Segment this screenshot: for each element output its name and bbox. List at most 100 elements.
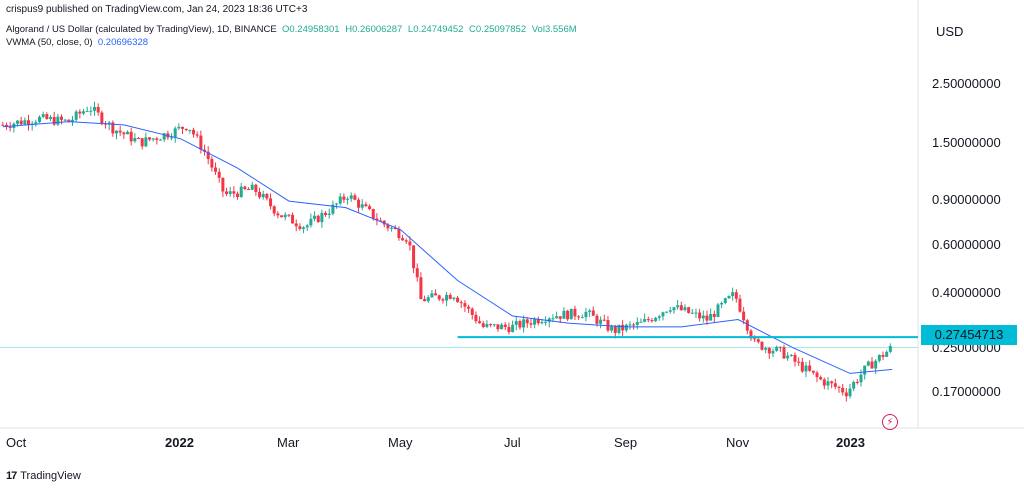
candle-body <box>672 307 676 311</box>
candle-body <box>441 299 445 301</box>
candle-body <box>885 351 889 357</box>
candle-body <box>181 126 185 129</box>
candle-body <box>492 324 496 326</box>
candle-body <box>236 193 240 198</box>
candle-body <box>866 361 870 366</box>
candle-body <box>657 316 661 318</box>
candle-body <box>375 218 379 221</box>
candle-body <box>797 361 801 363</box>
candle-body <box>38 116 42 123</box>
candle-body <box>192 129 196 135</box>
candle-body <box>291 214 295 224</box>
candle-body <box>63 119 67 121</box>
candle-body <box>617 324 621 333</box>
candle-body <box>852 381 856 389</box>
candle-body <box>100 112 104 124</box>
candle-body <box>360 204 364 208</box>
currency-label: USD <box>936 24 964 39</box>
candle-body <box>67 119 71 123</box>
candle-body <box>423 299 427 302</box>
candle-body <box>837 386 841 388</box>
candle-body <box>599 319 603 324</box>
volume-value: Vol3.556M <box>531 24 577 35</box>
candle-body <box>481 323 485 327</box>
candle-body <box>815 372 819 378</box>
candle-body <box>225 191 229 194</box>
candle-body <box>368 206 372 209</box>
candle-body <box>214 167 218 172</box>
candle-body <box>23 120 27 125</box>
candle-body <box>434 293 438 296</box>
vwma-label: VWMA (50, close, 0) <box>6 36 93 48</box>
candle-body <box>287 214 291 216</box>
candle-body <box>93 106 97 111</box>
candle-body <box>727 296 731 299</box>
candle-body <box>716 304 720 317</box>
candle-body <box>133 138 137 142</box>
candle-body <box>555 316 559 319</box>
candle-body <box>588 310 592 312</box>
candle-body <box>610 326 614 331</box>
candle-body <box>804 365 808 372</box>
candle-body <box>474 314 478 322</box>
candle-body <box>569 308 573 320</box>
candle-body <box>118 130 122 133</box>
y-tick-label: 0.90000000 <box>932 192 1001 207</box>
candle-body <box>595 315 599 324</box>
candle-body <box>342 196 346 200</box>
lightning-icon[interactable]: ⚡ <box>882 414 898 430</box>
candle-body <box>371 208 375 219</box>
candle-body <box>294 223 298 227</box>
candle-body <box>96 106 100 113</box>
candle-body <box>518 321 522 328</box>
candle-body <box>624 324 628 331</box>
candle-body <box>228 191 232 194</box>
candle-body <box>782 347 786 359</box>
candle-body <box>379 220 383 222</box>
candle-body <box>397 229 401 239</box>
candle-body <box>470 308 474 315</box>
high-value: H0.26006287 <box>345 24 403 35</box>
candle-body <box>261 193 265 198</box>
candle-body <box>437 295 441 300</box>
candle-body <box>140 138 144 147</box>
y-tick-label: 0.60000000 <box>932 237 1001 252</box>
candle-body <box>324 212 328 216</box>
candle-body <box>646 319 650 321</box>
candle-body <box>313 215 317 219</box>
candle-body <box>184 128 188 131</box>
candle-body <box>485 324 489 327</box>
candle-body <box>305 225 309 228</box>
footer-brand: 17 TradingView <box>6 470 81 482</box>
candle-body <box>734 292 738 299</box>
candle-body <box>206 151 210 160</box>
candle-body <box>731 292 735 297</box>
candle-body <box>159 139 163 141</box>
candle-body <box>720 302 724 305</box>
low-value: L0.24749452 <box>407 24 464 35</box>
candle-body <box>650 320 654 322</box>
candle-body <box>881 354 885 357</box>
candle-body <box>467 306 471 309</box>
x-tick-label: Mar <box>277 435 300 450</box>
candle-body <box>85 110 89 112</box>
candle-body <box>448 294 452 299</box>
y-tick-label: 0.17000000 <box>932 384 1001 399</box>
candle-body <box>800 361 804 372</box>
x-tick-label: 2022 <box>165 435 194 450</box>
candle-body <box>562 310 566 319</box>
candle-body <box>19 120 23 125</box>
candle-body <box>848 388 852 397</box>
candle-body <box>738 298 742 312</box>
candle-body <box>489 324 493 326</box>
candle-body <box>243 186 247 190</box>
candle-body <box>514 321 518 325</box>
tradingview-logo-icon: 17 <box>6 470 17 482</box>
candle-body <box>41 114 45 117</box>
candle-body <box>393 227 397 230</box>
candle-body <box>877 354 881 361</box>
candle-body <box>756 339 760 342</box>
candle-body <box>452 297 456 299</box>
candle-body <box>173 128 177 138</box>
